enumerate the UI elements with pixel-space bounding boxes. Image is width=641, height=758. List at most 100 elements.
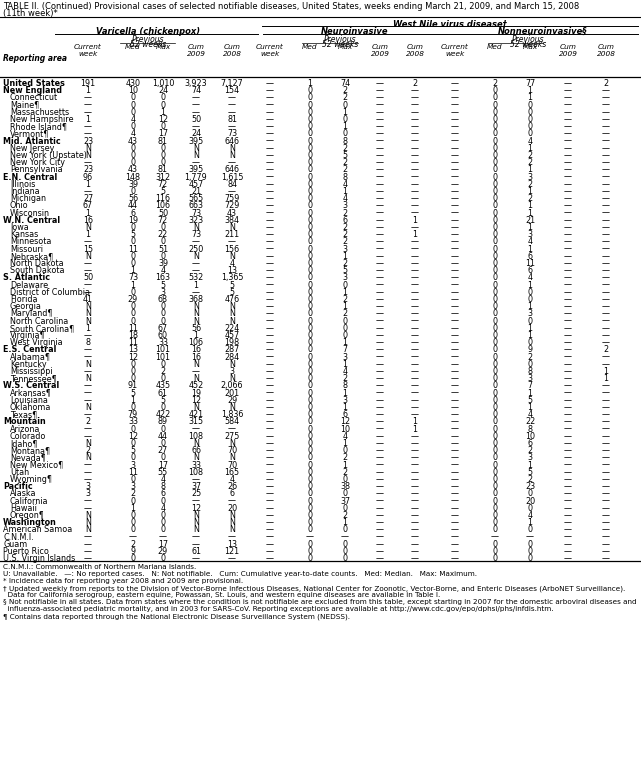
Text: 211: 211 — [224, 230, 240, 240]
Text: —: — — [192, 122, 200, 131]
Text: West Nile virus disease†: West Nile virus disease† — [393, 19, 507, 28]
Text: 421: 421 — [188, 410, 204, 419]
Text: 1: 1 — [413, 418, 417, 427]
Text: —: — — [602, 180, 610, 189]
Text: N: N — [193, 511, 199, 520]
Text: 72: 72 — [158, 180, 168, 189]
Text: 0: 0 — [492, 86, 497, 96]
Text: 3: 3 — [528, 309, 533, 318]
Text: 24: 24 — [191, 130, 201, 139]
Text: —: — — [266, 389, 274, 398]
Text: N: N — [193, 151, 199, 160]
Text: —: — — [451, 252, 459, 261]
Text: —: — — [451, 525, 459, 534]
Text: 2: 2 — [492, 79, 497, 88]
Text: —: — — [451, 381, 459, 390]
Text: —: — — [602, 324, 610, 333]
Text: 3: 3 — [131, 461, 135, 470]
Text: —: — — [376, 360, 384, 369]
Text: Ohio: Ohio — [10, 202, 29, 211]
Text: 1: 1 — [528, 302, 533, 312]
Text: 2: 2 — [342, 259, 347, 268]
Text: —: — — [266, 490, 274, 499]
Text: —: — — [266, 367, 274, 376]
Text: N: N — [85, 518, 91, 528]
Text: Wyoming¶: Wyoming¶ — [10, 475, 53, 484]
Text: 17: 17 — [158, 130, 168, 139]
Text: 4: 4 — [229, 475, 235, 484]
Text: 6: 6 — [342, 216, 347, 225]
Text: 646: 646 — [224, 136, 240, 146]
Text: N: N — [193, 439, 199, 448]
Text: 1: 1 — [85, 208, 90, 218]
Text: 0: 0 — [492, 525, 497, 534]
Text: Cum
2009: Cum 2009 — [187, 44, 206, 57]
Text: Maine¶: Maine¶ — [10, 101, 39, 110]
Text: —: — — [84, 410, 92, 419]
Text: Nevada¶: Nevada¶ — [10, 453, 46, 462]
Text: 1: 1 — [528, 324, 533, 333]
Text: —: — — [376, 403, 384, 412]
Text: —: — — [564, 352, 572, 362]
Text: —: — — [266, 482, 274, 491]
Text: 0: 0 — [492, 202, 497, 211]
Text: Current
week: Current week — [441, 44, 469, 57]
Text: 0: 0 — [131, 475, 135, 484]
Text: Cum
2008: Cum 2008 — [406, 44, 424, 57]
Text: 37: 37 — [340, 496, 350, 506]
Text: 10: 10 — [128, 86, 138, 96]
Text: N: N — [193, 302, 199, 312]
Text: 1: 1 — [528, 223, 533, 232]
Text: —: — — [564, 554, 572, 563]
Text: N: N — [229, 144, 235, 153]
Text: Nebraska¶: Nebraska¶ — [10, 252, 53, 261]
Text: 12: 12 — [191, 504, 201, 513]
Text: 0: 0 — [160, 403, 165, 412]
Text: —: — — [451, 180, 459, 189]
Text: 116: 116 — [156, 194, 171, 203]
Text: —: — — [266, 525, 274, 534]
Text: —: — — [376, 288, 384, 297]
Text: —: — — [602, 86, 610, 96]
Text: 2: 2 — [528, 352, 533, 362]
Text: 0: 0 — [308, 547, 313, 556]
Text: —: — — [266, 115, 274, 124]
Text: —: — — [564, 194, 572, 203]
Text: —: — — [266, 453, 274, 462]
Text: —: — — [266, 432, 274, 441]
Text: 73: 73 — [227, 130, 237, 139]
Text: 0: 0 — [492, 93, 497, 102]
Text: 1: 1 — [194, 280, 199, 290]
Text: —: — — [376, 130, 384, 139]
Text: 0: 0 — [492, 144, 497, 153]
Text: —: — — [266, 461, 274, 470]
Text: 1: 1 — [528, 208, 533, 218]
Text: 2: 2 — [528, 446, 533, 456]
Text: 532: 532 — [188, 274, 204, 283]
Text: 0: 0 — [308, 432, 313, 441]
Text: —: — — [564, 216, 572, 225]
Text: —: — — [451, 533, 459, 542]
Text: 0: 0 — [308, 374, 313, 384]
Text: —: — — [266, 540, 274, 549]
Text: —: — — [411, 324, 419, 333]
Text: —: — — [411, 130, 419, 139]
Text: —: — — [376, 490, 384, 499]
Text: 0: 0 — [160, 302, 165, 312]
Text: —: — — [376, 418, 384, 427]
Text: —: — — [602, 547, 610, 556]
Text: —: — — [84, 396, 92, 405]
Text: 0: 0 — [131, 151, 135, 160]
Text: —: — — [266, 230, 274, 240]
Text: Tennessee¶: Tennessee¶ — [10, 374, 57, 384]
Text: —: — — [602, 136, 610, 146]
Text: 0: 0 — [308, 202, 313, 211]
Text: 23: 23 — [83, 165, 93, 174]
Text: 0: 0 — [528, 338, 533, 347]
Text: 0: 0 — [308, 468, 313, 477]
Text: 11: 11 — [128, 245, 138, 254]
Text: 0: 0 — [308, 453, 313, 462]
Text: 0: 0 — [342, 280, 347, 290]
Text: —: — — [451, 122, 459, 131]
Text: 29: 29 — [128, 295, 138, 304]
